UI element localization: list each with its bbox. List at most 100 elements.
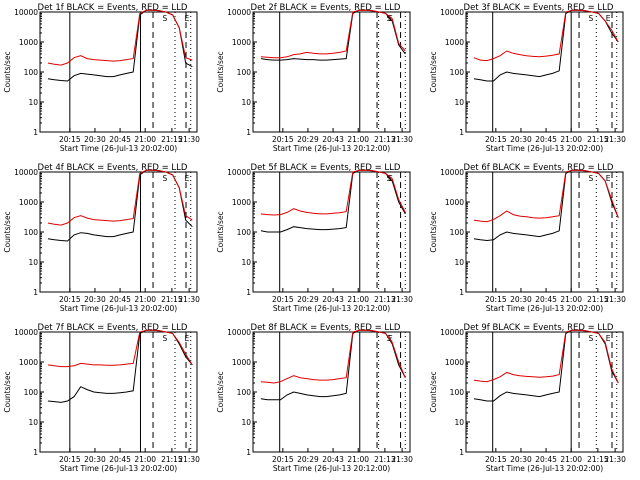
y-tick-label: 1 bbox=[459, 288, 464, 297]
x-tick-label: 21:13 bbox=[374, 295, 396, 304]
y-tick-label: 10000 bbox=[227, 8, 251, 17]
panel-det-2: Det 2f BLACK = Events, RED = LLD 1 10 100 10… bbox=[216, 3, 413, 153]
x-tick-label: 21:30 bbox=[604, 455, 626, 464]
y-tick-label: 10 bbox=[28, 98, 38, 107]
x-tick-label: 21:30 bbox=[178, 455, 200, 464]
y-axis-label: Counts/sec bbox=[216, 51, 225, 92]
y-tick-label: 100 bbox=[24, 228, 39, 237]
x-tick-label: 21:00 bbox=[560, 135, 582, 144]
x-tick-label: 21:30 bbox=[391, 455, 413, 464]
x-tick-label: 20:45 bbox=[109, 295, 131, 304]
y-tick-label: 1000 bbox=[445, 38, 464, 47]
lld-series-line bbox=[260, 329, 406, 384]
y-tick-label: 1000 bbox=[19, 358, 38, 367]
y-tick-label: 10000 bbox=[14, 328, 38, 337]
y-tick-label: 100 bbox=[237, 68, 252, 77]
x-tick-label: 21:00 bbox=[560, 295, 582, 304]
end-marker: E bbox=[184, 174, 189, 183]
y-tick-label: 1000 bbox=[232, 38, 251, 47]
y-tick-label: 10 bbox=[28, 418, 38, 427]
x-tick-label: 21:00 bbox=[134, 455, 156, 464]
x-axis-label: Start Time (26-Jul-13 20:02:00) bbox=[60, 464, 177, 473]
x-axis-label: Start Time (26-Jul-13 20:12:00) bbox=[273, 464, 390, 473]
x-tick-label: 20:15 bbox=[272, 295, 294, 304]
lld-series-line bbox=[473, 169, 619, 223]
y-tick-label: 100 bbox=[237, 388, 252, 397]
y-tick-label: 100 bbox=[450, 388, 465, 397]
plot-frame bbox=[465, 171, 624, 293]
lld-series-line bbox=[47, 329, 193, 368]
x-tick-label: 21:15 bbox=[161, 135, 183, 144]
x-tick-label: 20:45 bbox=[535, 455, 557, 464]
y-axis-label: Counts/sec bbox=[3, 211, 12, 252]
y-tick-label: 10000 bbox=[440, 168, 464, 177]
y-axis-label: Counts/sec bbox=[429, 51, 438, 92]
y-tick-label: 10000 bbox=[14, 168, 38, 177]
y-tick-label: 10 bbox=[241, 98, 251, 107]
y-tick-label: 10000 bbox=[14, 8, 38, 17]
x-tick-label: 20:43 bbox=[322, 295, 344, 304]
y-tick-label: 10 bbox=[28, 258, 38, 267]
x-axis-label: Start Time (26-Jul-13 20:12:00) bbox=[273, 304, 390, 313]
x-tick-label: 21:30 bbox=[604, 135, 626, 144]
start-marker: S bbox=[162, 174, 167, 183]
panel-title: Det 1f BLACK = Events, RED = LLD bbox=[38, 3, 188, 13]
y-tick-label: 10000 bbox=[440, 328, 464, 337]
x-axis-label: Start Time (26-Jul-13 20:02:00) bbox=[486, 464, 603, 473]
x-axis-label: Start Time (26-Jul-13 20:02:00) bbox=[60, 144, 177, 153]
y-tick-label: 1 bbox=[33, 128, 38, 137]
x-tick-label: 20:30 bbox=[84, 295, 106, 304]
x-tick-label: 21:15 bbox=[587, 135, 609, 144]
y-tick-label: 1 bbox=[246, 128, 251, 137]
x-tick-label: 20:15 bbox=[272, 135, 294, 144]
x-tick-label: 20:15 bbox=[59, 455, 81, 464]
end-marker: E bbox=[606, 334, 611, 343]
plot-frame bbox=[39, 331, 198, 453]
x-tick-label: 21:15 bbox=[161, 295, 183, 304]
x-tick-label: 21:30 bbox=[178, 135, 200, 144]
plot-frame bbox=[39, 171, 198, 293]
panel-title: Det 8f BLACK = Events, RED = LLD bbox=[251, 323, 401, 333]
y-tick-label: 10000 bbox=[227, 168, 251, 177]
y-axis-label: Counts/sec bbox=[3, 371, 12, 412]
x-tick-label: 21:30 bbox=[178, 295, 200, 304]
x-axis-label: Start Time (26-Jul-13 20:02:00) bbox=[486, 144, 603, 153]
x-tick-label: 21:00 bbox=[560, 455, 582, 464]
x-axis-label: Start Time (26-Jul-13 20:02:00) bbox=[486, 304, 603, 313]
plot-frame bbox=[39, 11, 198, 133]
plot-frame bbox=[252, 331, 411, 453]
y-tick-label: 1 bbox=[33, 288, 38, 297]
y-axis-label: Counts/sec bbox=[429, 211, 438, 252]
lld-series-line bbox=[47, 169, 193, 226]
lld-series-line bbox=[260, 169, 406, 216]
y-axis-label: Counts/sec bbox=[216, 211, 225, 252]
x-tick-label: 20:45 bbox=[535, 295, 557, 304]
x-tick-label: 20:30 bbox=[510, 455, 532, 464]
y-tick-label: 10 bbox=[454, 258, 464, 267]
y-tick-label: 10 bbox=[454, 418, 464, 427]
x-tick-label: 21:15 bbox=[161, 455, 183, 464]
x-tick-label: 20:15 bbox=[59, 295, 81, 304]
y-tick-label: 1000 bbox=[445, 198, 464, 207]
x-tick-label: 20:29 bbox=[297, 295, 319, 304]
x-tick-label: 20:15 bbox=[485, 455, 507, 464]
y-tick-label: 1000 bbox=[19, 198, 38, 207]
x-tick-label: 20:15 bbox=[59, 135, 81, 144]
y-tick-label: 1 bbox=[246, 448, 251, 457]
panel-title: Det 9f BLACK = Events, RED = LLD bbox=[464, 323, 614, 333]
end-marker: E bbox=[184, 334, 189, 343]
x-tick-label: 21:15 bbox=[587, 295, 609, 304]
y-tick-label: 100 bbox=[24, 388, 39, 397]
x-tick-label: 20:15 bbox=[272, 455, 294, 464]
lld-series-line bbox=[473, 9, 619, 62]
y-tick-label: 100 bbox=[450, 68, 465, 77]
x-tick-label: 20:45 bbox=[109, 135, 131, 144]
panel-title: Det 2f BLACK = Events, RED = LLD bbox=[251, 3, 401, 13]
end-marker: E bbox=[184, 14, 189, 23]
x-axis-label: Start Time (26-Jul-13 20:02:00) bbox=[60, 304, 177, 313]
panel-det-3: Det 3f BLACK = Events, RED = LLD 1 10 100 10… bbox=[429, 3, 626, 153]
x-tick-label: 21:00 bbox=[347, 135, 369, 144]
panel-title: Det 5f BLACK = Events, RED = LLD bbox=[251, 163, 401, 173]
lld-series-line bbox=[473, 329, 619, 384]
